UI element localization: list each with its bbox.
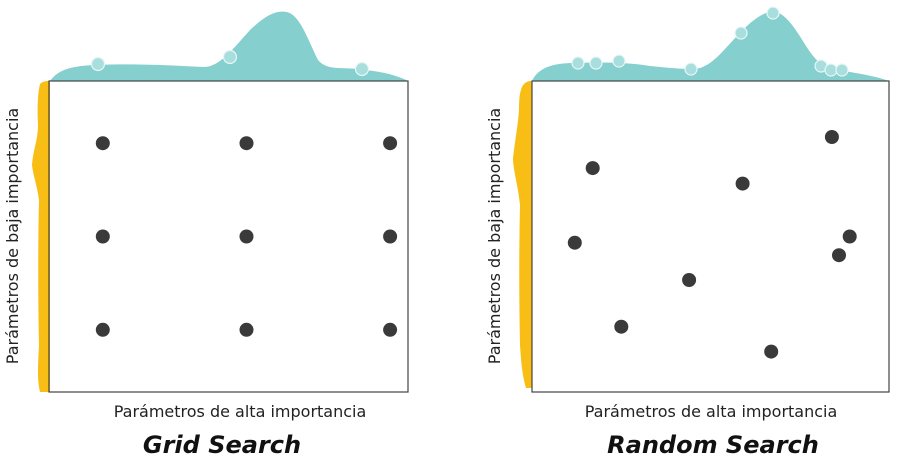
random-sample-point (832, 248, 846, 263)
random-sample-point (735, 176, 750, 191)
grid-ylabel: Parámetros de baja importancia (3, 108, 22, 364)
random-marginal-ticks (571, 6, 849, 77)
random-frame (531, 80, 890, 393)
grid-frame (48, 80, 409, 393)
grid-xlabel: Parámetros de alta importancia (114, 402, 367, 421)
grid-sample-point (95, 322, 110, 337)
random-sample-point (585, 161, 600, 176)
grid-sample-point (95, 136, 110, 151)
grid-points-layer (95, 136, 398, 337)
grid-title: Grid Search (143, 431, 301, 459)
grid-sample-point (239, 322, 254, 337)
random-xlabel: Parámetros de alta importancia (585, 402, 838, 421)
random-points-layer (567, 130, 857, 359)
random-sample-point (567, 235, 582, 250)
grid-marginal-tick (222, 49, 238, 65)
random-sample-point (614, 319, 629, 334)
random-ylabel: Parámetros de baja importancia (485, 108, 504, 364)
random-sample-point (842, 229, 857, 244)
grid-sample-point (383, 322, 398, 337)
random-marginal-tick (571, 56, 585, 70)
random-marginal-tick (766, 6, 780, 20)
grid-sample-point (383, 229, 398, 244)
grid-marginal-tick (354, 61, 370, 77)
random-search-panel: Parámetros de alta importancia Parámetro… (485, 6, 890, 459)
random-sample-point (682, 273, 697, 287)
grid-sample-point (383, 136, 398, 151)
random-marginal-tick (589, 56, 603, 70)
grid-marginal-ticks (90, 49, 370, 77)
random-marginal-tick (734, 26, 748, 40)
grid-top-density (50, 11, 408, 81)
grid-sample-point (239, 136, 254, 151)
random-sample-point (764, 344, 779, 359)
grid-search-panel: Parámetros de alta importancia Parámetro… (3, 11, 409, 459)
random-side-density (513, 81, 532, 388)
grid-side-density (32, 81, 50, 392)
grid-sample-point (239, 229, 254, 244)
random-marginal-tick (612, 54, 626, 68)
random-marginal-tick (684, 62, 698, 76)
grid-marginal-tick (90, 56, 106, 72)
random-sample-point (824, 130, 839, 144)
random-marginal-tick (824, 63, 838, 77)
random-marginal-tick (835, 63, 849, 77)
random-title: Random Search (607, 431, 819, 459)
grid-sample-point (95, 229, 110, 244)
